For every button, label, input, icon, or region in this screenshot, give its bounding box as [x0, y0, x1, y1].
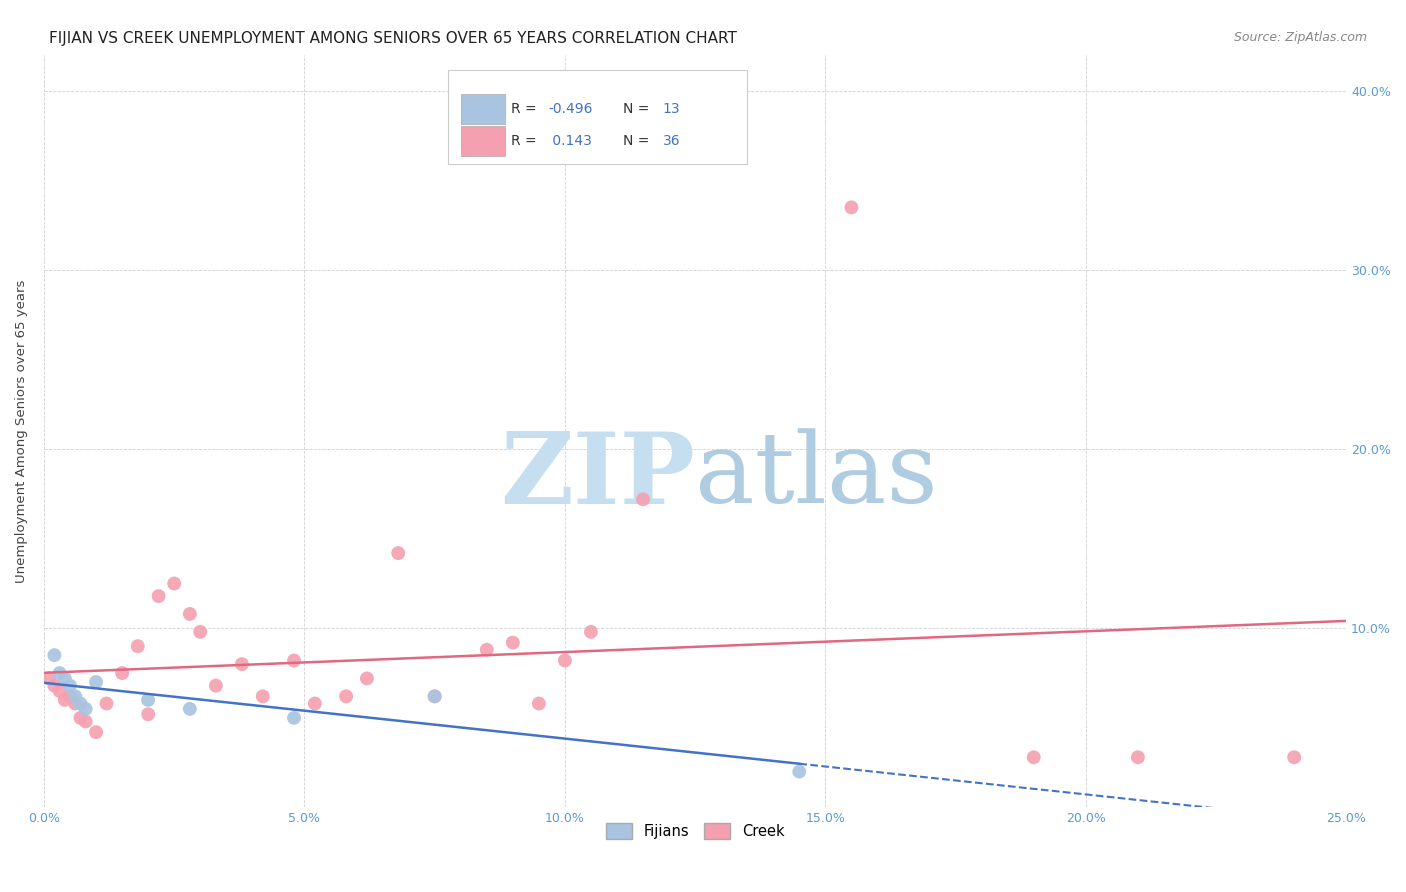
Text: atlas: atlas — [695, 428, 938, 524]
Point — [148, 589, 170, 603]
Point — [527, 697, 550, 711]
Point — [111, 666, 134, 681]
Point — [136, 693, 159, 707]
Point — [283, 711, 305, 725]
Text: 0.143: 0.143 — [548, 134, 592, 148]
Point — [179, 702, 201, 716]
Text: -0.496: -0.496 — [548, 103, 592, 116]
Point — [841, 200, 863, 214]
Point — [53, 693, 76, 707]
Point — [38, 672, 60, 686]
FancyBboxPatch shape — [447, 70, 747, 164]
Point — [335, 690, 357, 704]
Point — [554, 654, 576, 668]
Point — [65, 690, 87, 704]
Text: ZIP: ZIP — [501, 428, 695, 524]
Legend: Fijians, Creek: Fijians, Creek — [600, 817, 790, 846]
Point — [1126, 750, 1149, 764]
Point — [127, 639, 149, 653]
Text: 13: 13 — [662, 103, 681, 116]
Point — [579, 624, 602, 639]
Point — [423, 690, 446, 704]
Point — [631, 492, 654, 507]
Point — [387, 546, 409, 560]
Text: 36: 36 — [662, 134, 681, 148]
Point — [53, 672, 76, 686]
Point — [59, 690, 82, 704]
Point — [44, 648, 66, 662]
Text: Source: ZipAtlas.com: Source: ZipAtlas.com — [1233, 31, 1367, 45]
Point — [75, 714, 97, 729]
Point — [48, 684, 70, 698]
Point — [252, 690, 274, 704]
Point — [59, 679, 82, 693]
Point — [231, 657, 253, 672]
Y-axis label: Unemployment Among Seniors over 65 years: Unemployment Among Seniors over 65 years — [15, 279, 28, 583]
Point — [1282, 750, 1305, 764]
Point — [502, 635, 524, 649]
Point — [787, 764, 810, 779]
Text: N =: N = — [623, 134, 654, 148]
Point — [69, 711, 91, 725]
Point — [84, 675, 107, 690]
Text: R =: R = — [512, 134, 541, 148]
Point — [356, 672, 378, 686]
Point — [96, 697, 118, 711]
Text: R =: R = — [512, 103, 541, 116]
Point — [423, 690, 446, 704]
Point — [1022, 750, 1045, 764]
Point — [163, 576, 186, 591]
Point — [136, 707, 159, 722]
Point — [188, 624, 211, 639]
Point — [44, 679, 66, 693]
Point — [283, 654, 305, 668]
Point — [48, 666, 70, 681]
Point — [304, 697, 326, 711]
Text: N =: N = — [623, 103, 654, 116]
Point — [75, 702, 97, 716]
FancyBboxPatch shape — [461, 126, 505, 155]
Point — [65, 697, 87, 711]
Point — [84, 725, 107, 739]
Point — [205, 679, 228, 693]
Point — [475, 642, 498, 657]
Text: FIJIAN VS CREEK UNEMPLOYMENT AMONG SENIORS OVER 65 YEARS CORRELATION CHART: FIJIAN VS CREEK UNEMPLOYMENT AMONG SENIO… — [49, 31, 737, 46]
Point — [179, 607, 201, 621]
FancyBboxPatch shape — [461, 95, 505, 124]
Point — [69, 697, 91, 711]
